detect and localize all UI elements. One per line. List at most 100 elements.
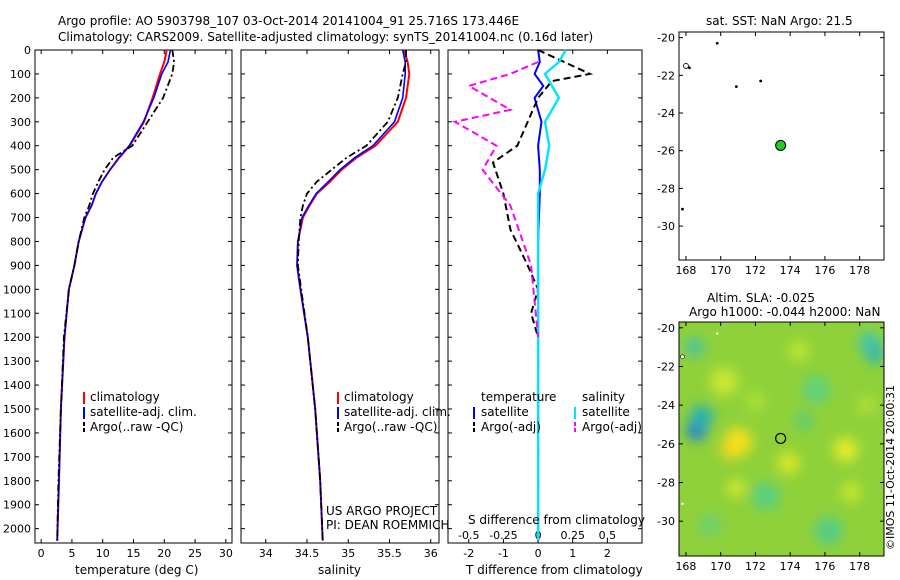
sst-map-title: sat. SST: NaN Argo: 21.5	[706, 14, 853, 28]
scatter-point	[716, 332, 719, 335]
y-tick-label: 1900	[3, 499, 31, 512]
x-axis-label-top: S difference from climatology	[468, 513, 645, 527]
legend-s-satellite: satellite	[582, 405, 630, 419]
difference-series-1	[491, 49, 594, 541]
x-tick-label: 170	[710, 560, 731, 573]
x2-tick-label: 0.25	[560, 529, 585, 542]
y-tick-label: 200	[10, 92, 31, 105]
x-tick-label: 174	[780, 264, 801, 277]
sla-anomaly-blob	[710, 367, 739, 396]
x-tick-label: 20	[157, 547, 171, 560]
x-tick-label: 25	[188, 547, 202, 560]
project-annotation: US ARGO PROJECT	[326, 504, 438, 518]
y-tick-label: -30	[657, 515, 675, 528]
imos-timestamp: ©IMOS 11-Oct-2014 20:00:31	[884, 384, 897, 550]
page-subtitle: Climatology: CARS2009. Satellite-adjuste…	[58, 30, 594, 44]
series-line-2	[56, 49, 176, 541]
series-line-2	[296, 50, 407, 541]
sla-anomaly-blob	[857, 396, 876, 415]
x-tick-label: 34	[259, 547, 273, 560]
sla-map-title: Altim. SLA: -0.025	[707, 291, 816, 305]
x-tick-label: 34.5	[295, 547, 320, 560]
scatter-point	[734, 85, 738, 89]
sla-anomaly-blob	[795, 411, 814, 430]
x2-tick-label: -0.5	[458, 529, 479, 542]
y-tick-label: 1500	[3, 403, 31, 416]
legend-satellite: satellite-adj. clim.	[344, 405, 451, 419]
x-tick-label: -1	[498, 547, 509, 560]
argo-position-marker	[775, 432, 787, 445]
x-axis-label: temperature (deg C)	[75, 563, 199, 577]
legend-t-argo: Argo(-adj)	[481, 420, 541, 434]
plot-frame	[240, 49, 440, 544]
y-tick-label: 2000	[3, 523, 31, 536]
y-tick-label: -22	[657, 69, 675, 82]
sla-anomaly-blob	[814, 516, 843, 545]
sla-anomaly-blob	[802, 375, 831, 404]
scatter-point	[759, 79, 763, 83]
sla-field	[684, 331, 884, 545]
x-tick-label: 172	[745, 264, 766, 277]
x-tick-label: 172	[745, 560, 766, 573]
sla-anomaly-blob	[833, 437, 858, 462]
series-line-1	[296, 49, 407, 541]
y-tick-label: 1000	[3, 283, 31, 296]
y-tick-label: 300	[10, 116, 31, 129]
y-tick-label: 1600	[3, 427, 31, 440]
sla-anomaly-blob	[745, 391, 766, 412]
legend-s-argo: Argo(-adj)	[582, 420, 642, 434]
sla-anomaly-blob	[866, 345, 884, 364]
x-tick-label: 36	[424, 547, 438, 560]
sla-anomaly-blob	[788, 341, 809, 362]
map-frame	[678, 321, 885, 557]
y-tick-label: -24	[657, 399, 675, 412]
y-tick-label: -28	[657, 477, 675, 490]
scatter-point	[683, 63, 689, 69]
y-tick-label: 100	[10, 68, 31, 81]
x-tick-label: 168	[675, 264, 696, 277]
x-tick-label: 176	[814, 264, 835, 277]
x-axis-label: salinity	[318, 563, 362, 577]
legend-argo: Argo(..raw -QC)	[344, 420, 438, 434]
x-tick-label: 1	[569, 547, 576, 560]
x-tick-label: 5	[68, 547, 75, 560]
x-tick-label: 168	[675, 560, 696, 573]
x2-tick-label: -0.25	[489, 529, 517, 542]
y-tick-label: 400	[10, 140, 31, 153]
sla-anomaly-blob	[684, 337, 705, 358]
x2-tick-label: 0.5	[599, 529, 617, 542]
y-tick-label: 800	[10, 235, 31, 248]
sla-anomaly-blob	[721, 439, 742, 460]
x-tick-label: 35	[341, 547, 355, 560]
sla-map-subtitle: Argo h1000: -0.044 h2000: NaN	[689, 305, 881, 319]
legend-argo: Argo(..raw -QC)	[90, 420, 184, 434]
legend-t-satellite: satellite	[481, 405, 529, 419]
y-tick-label: -20	[657, 322, 675, 335]
y-tick-label: 1400	[3, 379, 31, 392]
x-tick-label: 178	[849, 560, 870, 573]
y-tick-label: -24	[657, 107, 675, 120]
sla-anomaly-blob	[689, 404, 714, 429]
pi-annotation: PI: DEAN ROEMMICH	[326, 518, 450, 532]
y-tick-label: 600	[10, 188, 31, 201]
y-tick-label: 700	[10, 212, 31, 225]
scatter-point	[681, 207, 684, 211]
y-tick-label: 1700	[3, 451, 31, 464]
x-tick-label: -2	[463, 547, 474, 560]
sla-anomaly-blob	[727, 479, 746, 498]
y-tick-label: 0	[24, 44, 31, 57]
legend-satellite: satellite-adj. clim.	[90, 405, 197, 419]
plot-frame	[447, 49, 643, 544]
sla-anomaly-blob	[751, 482, 780, 511]
x-tick-label: 178	[849, 264, 870, 277]
legend-climatology: climatology	[344, 390, 414, 404]
legend-title-salinity: salinity	[582, 390, 626, 404]
y-tick-label: -22	[657, 360, 675, 373]
x-axis-label: T difference from climatology	[466, 563, 643, 577]
y-tick-label: 1100	[3, 307, 31, 320]
sla-anomaly-blob	[840, 482, 861, 503]
